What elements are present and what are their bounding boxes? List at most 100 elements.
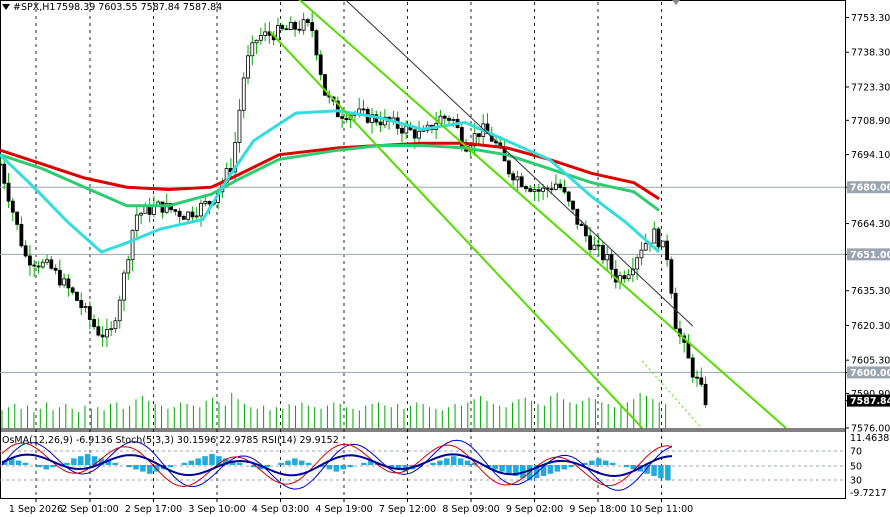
osma-bar	[195, 458, 201, 465]
osma-bar	[623, 465, 630, 468]
y-tick-label: 7680.00	[850, 183, 890, 194]
candle-body	[79, 300, 84, 308]
candle-body	[665, 240, 669, 261]
osma-bar	[2, 460, 8, 465]
indicator-y-tick-label: -9.7217	[850, 488, 887, 499]
candle-body	[400, 127, 404, 134]
candle-body	[288, 22, 293, 31]
x-tick-label: 8 Sep 09:00	[442, 504, 499, 515]
candle-body	[549, 188, 554, 191]
osma-bar	[554, 465, 561, 472]
osma-bar	[450, 456, 457, 465]
candle-body	[686, 341, 691, 359]
candle-body	[519, 176, 524, 187]
candle-body	[293, 22, 297, 30]
candle-body	[335, 100, 340, 118]
candle-body	[199, 203, 203, 217]
candle-body	[280, 25, 285, 30]
candle-body	[53, 267, 58, 271]
candle-body	[652, 228, 657, 244]
osma-bar	[181, 462, 188, 465]
x-tick-label: 10 Sep 11:00	[630, 504, 693, 515]
osma-bar	[506, 465, 512, 474]
candle-body	[404, 125, 409, 134]
osma-bar	[285, 460, 291, 465]
x-tick-label: 2 Sep 17:00	[125, 504, 182, 515]
osma-bar	[84, 454, 91, 465]
candle-body	[130, 229, 135, 261]
candle-body	[601, 245, 605, 261]
osma-bar	[582, 462, 588, 465]
candle-body	[532, 189, 537, 192]
last-price-tag-bg	[847, 394, 890, 407]
candle-body	[511, 173, 516, 181]
y-tick-label: 7708.90	[851, 116, 890, 127]
candle-body	[357, 108, 362, 114]
indicator-y-tick-label: 11.4638	[850, 433, 889, 444]
rsi-line	[1, 453, 673, 478]
candle-body	[96, 326, 101, 336]
y-tick-label: 7723.30	[851, 82, 890, 93]
y-tick-label: 7600.00	[850, 368, 890, 379]
candle-body	[524, 186, 528, 190]
x-tick-label: 9 Sep 02:00	[506, 504, 563, 515]
osma-bar	[361, 462, 367, 465]
candle-body	[32, 264, 37, 267]
osma-bar	[105, 460, 112, 465]
osma-bar	[153, 465, 160, 472]
x-tick-label: 7 Sep 12:00	[379, 504, 436, 515]
y-tick-label: 7587.84	[850, 396, 890, 407]
candle-body	[0, 163, 2, 166]
x-tick-label: 2 Sep 01:00	[61, 504, 118, 515]
osma-bar	[264, 465, 270, 468]
candle-body	[571, 200, 575, 210]
osma-bar	[216, 456, 222, 465]
candle-body	[190, 211, 195, 218]
osma-bar	[236, 462, 243, 465]
osma-bar	[499, 465, 505, 472]
indicator-level-label: 70	[850, 447, 862, 458]
candle-body	[344, 117, 349, 121]
osma-bar	[333, 465, 340, 472]
candle-body	[669, 259, 674, 294]
candle-body	[246, 55, 250, 79]
candle-body	[382, 116, 387, 126]
osma-bar	[437, 460, 443, 465]
stochastic-main-line	[1, 439, 673, 491]
osma-bar	[430, 462, 436, 465]
candle-body	[340, 116, 344, 119]
candle-body	[186, 211, 191, 220]
candle-body	[305, 19, 310, 23]
candle-body	[49, 259, 54, 269]
osma-bar	[64, 462, 70, 465]
candle-body	[370, 114, 374, 123]
candle-body	[19, 223, 24, 247]
osma-bar	[319, 465, 326, 468]
candle-body	[284, 28, 289, 31]
osma-bar	[540, 465, 547, 476]
candle-body	[318, 54, 323, 75]
candle-body	[451, 119, 456, 121]
candle-body	[592, 244, 597, 250]
candle-body	[301, 19, 306, 31]
moving-average-cyan	[0, 109, 661, 254]
candle-body	[361, 108, 366, 111]
candle-body	[630, 268, 635, 276]
osma-bar	[257, 465, 264, 470]
candle-body	[36, 265, 41, 268]
osma-bar	[36, 465, 43, 468]
candle-body	[258, 34, 263, 41]
candle-body	[194, 215, 199, 218]
osma-bar	[471, 462, 478, 465]
candle-body	[122, 272, 126, 301]
candle-body	[528, 188, 533, 192]
indicator-level-label: 30	[850, 476, 862, 487]
osma-bar	[547, 465, 554, 474]
osma-bar	[340, 465, 346, 470]
osma-bar	[278, 462, 284, 465]
candle-body	[126, 259, 131, 274]
osma-bar	[292, 458, 298, 465]
osma-bar	[602, 460, 609, 465]
candle-body	[622, 275, 627, 280]
candle-body	[2, 163, 7, 184]
